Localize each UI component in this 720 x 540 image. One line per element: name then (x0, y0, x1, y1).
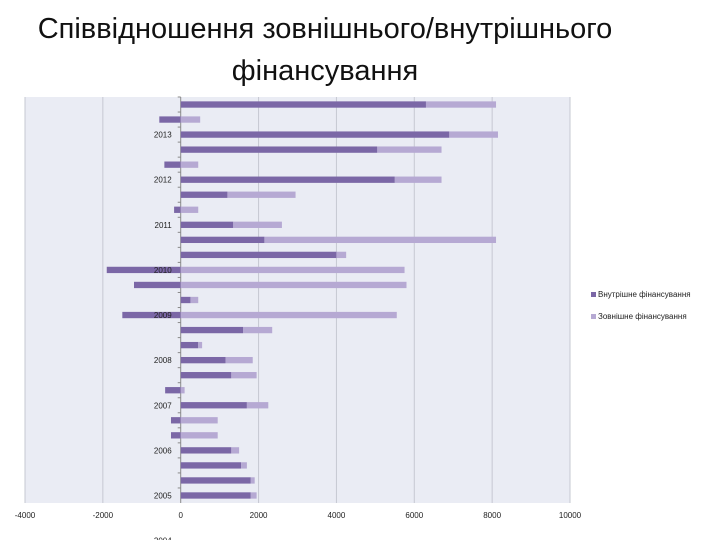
bar-external (180, 417, 218, 424)
bar-internal (180, 251, 337, 259)
x-tick-label: 10000 (559, 511, 582, 520)
bar-internal (180, 402, 247, 409)
bar-external (336, 251, 347, 259)
legend-label: Внутрішне фінансування (598, 290, 691, 299)
bar-internal (180, 131, 450, 138)
bar-internal (180, 356, 226, 364)
legend-swatch (591, 314, 596, 319)
y-tick-label: 2005 (154, 491, 172, 500)
chart-title-line-1: Співвідношення зовнішнього/внутрішнього (37, 13, 613, 45)
bar-external (190, 296, 199, 304)
bar-internal (165, 387, 181, 394)
bar-external (233, 221, 282, 228)
bar-external (243, 326, 273, 334)
y-tick-label: 2008 (154, 356, 172, 365)
y-tick-label: 2012 (154, 176, 172, 185)
x-tick-label: 0 (178, 511, 183, 520)
bar-external (377, 146, 442, 153)
chart-title-line-2: фінансування (231, 55, 419, 87)
bar-external (231, 447, 240, 454)
y-tick-label: 2004 (154, 537, 172, 540)
bar-internal (180, 296, 191, 304)
bar-external (250, 477, 255, 484)
legend-swatch (591, 292, 596, 297)
bar-external (180, 161, 199, 168)
bar-external (180, 281, 407, 289)
y-tick-label: 2006 (154, 446, 172, 455)
x-tick-label: 6000 (405, 511, 423, 520)
x-tick-label: -4000 (15, 511, 36, 520)
bar-internal (180, 146, 378, 153)
bar-external (180, 116, 201, 123)
y-tick-label: 2010 (154, 266, 172, 275)
bar-internal (159, 116, 181, 123)
bar-internal (180, 221, 234, 228)
x-tick-label: -2000 (93, 511, 114, 520)
bar-internal (180, 191, 228, 198)
y-tick-label: 2011 (155, 221, 173, 230)
bar-external (425, 101, 497, 108)
x-tick-label: 8000 (483, 511, 501, 520)
bar-internal (170, 432, 181, 439)
x-tick-label: 2000 (250, 511, 268, 520)
bar-external (225, 356, 253, 364)
y-tick-label: 2009 (154, 311, 172, 320)
bar-external (246, 402, 269, 409)
bar-external (394, 176, 442, 183)
bar-internal (122, 311, 181, 319)
bar-internal (180, 492, 251, 499)
bar-external (227, 191, 296, 198)
bar-internal (174, 206, 181, 213)
bar-internal (170, 417, 181, 424)
bar-internal (106, 266, 181, 274)
bar-internal (180, 176, 395, 183)
x-tick-label: 4000 (328, 511, 346, 520)
bar-external (180, 311, 397, 319)
bar-external (231, 372, 257, 379)
bar-internal (180, 236, 265, 244)
plot-background (25, 97, 570, 503)
bar-external (264, 236, 497, 244)
bar-internal (164, 161, 181, 168)
bar-external (180, 206, 199, 213)
bar-internal (180, 341, 199, 349)
bar-internal (180, 326, 243, 334)
bar-internal (180, 447, 232, 454)
bar-internal (180, 372, 232, 379)
bar-internal (180, 101, 426, 108)
bar-external (180, 266, 405, 274)
y-tick-label: 2013 (154, 131, 172, 140)
bar-external (449, 131, 498, 138)
bar-internal (134, 281, 181, 289)
bar-external (250, 492, 257, 499)
legend-label: Зовнішне фінансування (598, 312, 687, 321)
bar-internal (180, 462, 242, 469)
bar-external (180, 387, 185, 394)
bar-internal (180, 477, 251, 484)
bar-external (198, 341, 203, 349)
y-tick-label: 2007 (154, 401, 172, 410)
bar-external (241, 462, 247, 469)
bar-external (180, 432, 218, 439)
